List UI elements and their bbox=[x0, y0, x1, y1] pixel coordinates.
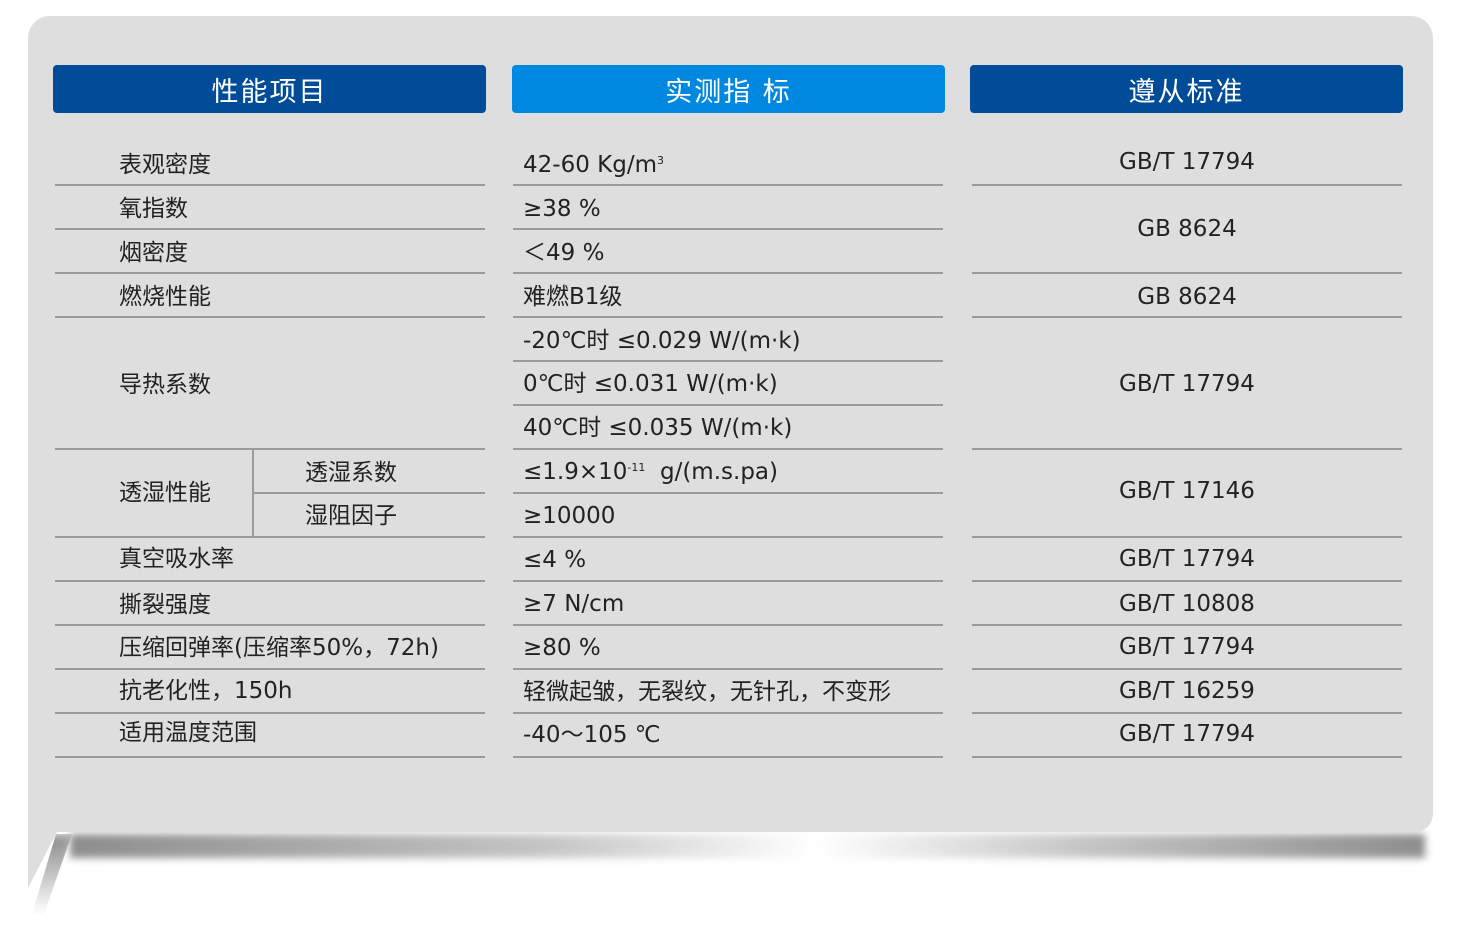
divider bbox=[972, 668, 1402, 670]
property-aging: 抗老化性，150h bbox=[119, 678, 293, 704]
divider bbox=[972, 316, 1402, 318]
divider bbox=[55, 448, 485, 450]
divider bbox=[513, 492, 943, 494]
divider bbox=[513, 228, 943, 230]
divider bbox=[55, 712, 485, 714]
value-burning: 难燃B1级 bbox=[523, 284, 623, 310]
table-panel bbox=[28, 16, 1433, 832]
standard-density: GB/T 17794 bbox=[1119, 149, 1255, 175]
value-aging: 轻微起皱，无裂纹，无针孔，不变形 bbox=[523, 679, 891, 705]
value-density-text: 42-60 Kg/m bbox=[523, 152, 657, 178]
divider bbox=[55, 624, 485, 626]
divider bbox=[513, 448, 943, 450]
divider bbox=[55, 316, 485, 318]
panel-shadow bbox=[70, 834, 1425, 858]
value-thermal-3: 40℃时 ≤0.035 W/(m·k) bbox=[523, 415, 793, 441]
property-density: 表观密度 bbox=[119, 152, 211, 178]
value-permeability-text: ≤1.9×10 bbox=[523, 459, 628, 485]
divider bbox=[513, 536, 943, 538]
property-compression: 压缩回弹率(压缩率50%，72h) bbox=[119, 635, 439, 661]
divider bbox=[513, 580, 943, 582]
divider bbox=[55, 580, 485, 582]
value-temperature: -40～105 ℃ bbox=[523, 722, 661, 748]
standard-thermal: GB/T 17794 bbox=[1119, 371, 1255, 397]
value-density: 42-60 Kg/m3 bbox=[523, 150, 664, 180]
divider bbox=[972, 184, 1402, 186]
standard-oxygen-smoke: GB 8624 bbox=[1137, 216, 1237, 242]
property-permeability-coefficient: 透湿系数 bbox=[305, 460, 397, 486]
property-tear: 撕裂强度 bbox=[119, 592, 211, 618]
divider bbox=[55, 536, 485, 538]
standard-aging: GB/T 16259 bbox=[1119, 678, 1255, 704]
value-permeability: ≤1.9×10-11 g/(m.s.pa) bbox=[523, 457, 778, 487]
standard-absorption: GB/T 17794 bbox=[1119, 546, 1255, 572]
divider bbox=[513, 624, 943, 626]
divider bbox=[513, 184, 943, 186]
standard-permeability: GB/T 17146 bbox=[1119, 478, 1255, 504]
value-resistance: ≥10000 bbox=[523, 503, 616, 529]
value-density-sup: 3 bbox=[656, 154, 664, 167]
divider bbox=[252, 449, 254, 537]
value-permeability-unit: g/(m.s.pa) bbox=[659, 459, 778, 485]
header-measured: 实测指 标 bbox=[512, 65, 945, 113]
header-property: 性能项目 bbox=[53, 65, 486, 113]
divider bbox=[972, 712, 1402, 714]
value-smoke: ＜49 % bbox=[523, 240, 605, 266]
standard-tear: GB/T 10808 bbox=[1119, 591, 1255, 617]
header-standard: 遵从标准 bbox=[970, 65, 1403, 113]
property-permeability: 透湿性能 bbox=[119, 480, 211, 506]
property-oxygen: 氧指数 bbox=[119, 196, 188, 222]
divider bbox=[513, 668, 943, 670]
panel-tail bbox=[28, 830, 58, 888]
divider bbox=[513, 404, 943, 406]
value-compression: ≥80 % bbox=[523, 635, 601, 661]
property-smoke: 烟密度 bbox=[119, 240, 188, 266]
divider bbox=[513, 272, 943, 274]
divider bbox=[513, 360, 943, 362]
standard-burning: GB 8624 bbox=[1137, 284, 1237, 310]
divider bbox=[972, 448, 1402, 450]
divider bbox=[972, 536, 1402, 538]
standard-compression: GB/T 17794 bbox=[1119, 634, 1255, 660]
value-tear: ≥7 N/cm bbox=[523, 591, 625, 617]
divider bbox=[513, 756, 943, 758]
value-thermal-2: 0℃时 ≤0.031 W/(m·k) bbox=[523, 371, 778, 397]
divider bbox=[972, 580, 1402, 582]
divider bbox=[972, 624, 1402, 626]
divider bbox=[972, 756, 1402, 758]
standard-temperature: GB/T 17794 bbox=[1119, 721, 1255, 747]
property-burning: 燃烧性能 bbox=[119, 284, 211, 310]
property-thermal: 导热系数 bbox=[119, 372, 211, 398]
divider bbox=[55, 756, 485, 758]
property-temperature: 适用温度范围 bbox=[119, 720, 257, 746]
value-permeability-sup: -11 bbox=[627, 461, 646, 474]
property-absorption: 真空吸水率 bbox=[119, 546, 234, 572]
value-oxygen: ≥38 % bbox=[523, 196, 601, 222]
property-resistance-factor: 湿阻因子 bbox=[305, 503, 397, 529]
divider bbox=[513, 712, 943, 714]
divider bbox=[253, 492, 485, 494]
divider bbox=[972, 272, 1402, 274]
value-thermal-1: -20℃时 ≤0.029 W/(m·k) bbox=[523, 328, 801, 354]
divider bbox=[55, 228, 485, 230]
divider bbox=[55, 668, 485, 670]
divider bbox=[55, 184, 485, 186]
divider bbox=[513, 316, 943, 318]
value-absorption: ≤4 % bbox=[523, 547, 587, 573]
divider bbox=[55, 272, 485, 274]
